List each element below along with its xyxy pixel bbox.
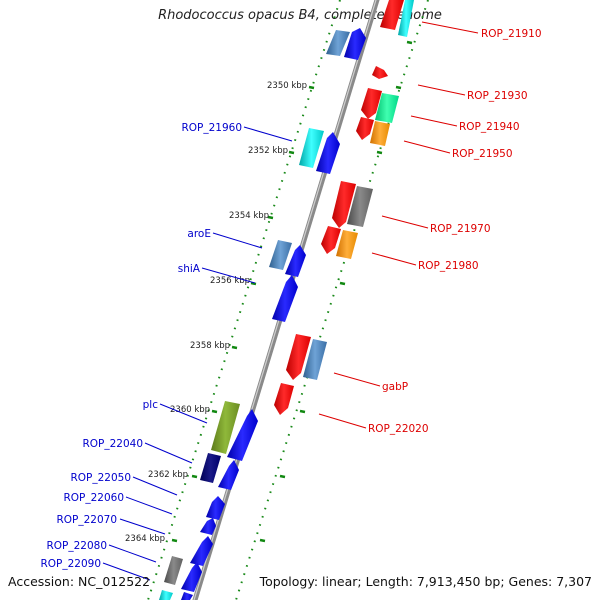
gene-arrow[interactable] bbox=[227, 409, 258, 461]
gene-label[interactable]: ROP_21980 bbox=[418, 260, 479, 272]
forward-genes bbox=[159, 28, 366, 600]
reverse-gene-labels: ROP_21910 ROP_21930 ROP_21940 ROP_21950 … bbox=[368, 28, 542, 435]
gene-arrow[interactable] bbox=[356, 117, 374, 140]
gene-arrow[interactable] bbox=[190, 536, 213, 566]
gene-arrow[interactable] bbox=[316, 132, 340, 174]
gene-arrow[interactable] bbox=[218, 460, 239, 490]
gene-arrow[interactable] bbox=[398, 0, 414, 37]
genome-summary: Topology: linear; Length: 7,913,450 bp; … bbox=[259, 574, 592, 589]
gene-arrow[interactable] bbox=[361, 88, 382, 119]
gene-arrow[interactable] bbox=[181, 592, 193, 600]
gene-arrow[interactable] bbox=[272, 275, 298, 322]
gene-label[interactable]: ROP_21930 bbox=[467, 90, 528, 102]
gene-label[interactable]: gabP bbox=[382, 381, 408, 393]
gene-arrow[interactable] bbox=[159, 590, 173, 600]
gene-label[interactable]: ROP_22020 bbox=[368, 423, 429, 435]
gene-arrow[interactable] bbox=[347, 186, 373, 227]
tick-label: 2364 kbp bbox=[125, 534, 165, 544]
forward-leader-lines bbox=[102, 126, 293, 581]
gene-label[interactable]: ROP_21910 bbox=[481, 28, 542, 40]
gene-arrow[interactable] bbox=[164, 556, 183, 585]
gene-arrow[interactable] bbox=[303, 339, 327, 380]
gene-arrow[interactable] bbox=[344, 28, 366, 60]
gene-arrow[interactable] bbox=[211, 401, 240, 454]
gene-label[interactable]: ROP_21940 bbox=[459, 121, 520, 133]
gene-arrow[interactable] bbox=[200, 518, 216, 535]
gene-label[interactable]: ROP_22070 bbox=[56, 514, 117, 526]
gene-arrow[interactable] bbox=[372, 66, 388, 79]
gene-arrow[interactable] bbox=[200, 453, 221, 483]
accession-label: Accession: NC_012522 bbox=[8, 574, 151, 589]
tick-label: 2350 kbp bbox=[267, 81, 307, 91]
tick-label: 2358 kbp bbox=[190, 341, 230, 351]
gene-label[interactable]: ROP_22080 bbox=[46, 540, 107, 552]
gene-arrow[interactable] bbox=[380, 0, 404, 30]
gene-label[interactable]: shiA bbox=[178, 263, 201, 275]
tick-labels: 2350 kbp 2352 kbp 2354 kbp 2356 kbp 2358… bbox=[125, 81, 307, 544]
gene-arrow[interactable] bbox=[269, 240, 292, 270]
gene-label[interactable]: ROP_21960 bbox=[181, 122, 242, 134]
tick-label: 2356 kbp bbox=[210, 276, 250, 286]
gene-label[interactable]: ROP_22060 bbox=[63, 492, 124, 504]
tick-label: 2362 kbp bbox=[148, 470, 188, 480]
gene-arrow[interactable] bbox=[286, 334, 311, 380]
gene-arrow[interactable] bbox=[181, 562, 202, 592]
tick-label: 2352 kbp bbox=[248, 146, 288, 156]
gene-arrow[interactable] bbox=[370, 121, 390, 146]
gene-arrow[interactable] bbox=[336, 230, 358, 259]
gene-label[interactable]: ROP_22050 bbox=[70, 472, 131, 484]
reverse-leader-lines bbox=[318, 21, 479, 429]
gene-label[interactable]: aroE bbox=[187, 228, 211, 240]
reverse-guide-line bbox=[235, 0, 429, 600]
forward-gene-labels: ROP_21960 aroE shiA plc ROP_22040 ROP_22… bbox=[40, 122, 242, 570]
gene-arrow[interactable] bbox=[375, 93, 399, 123]
gene-arrow[interactable] bbox=[274, 383, 294, 415]
gene-arrow[interactable] bbox=[206, 496, 225, 520]
gene-label[interactable]: ROP_22090 bbox=[40, 558, 101, 570]
gene-label[interactable]: ROP_21950 bbox=[452, 148, 513, 160]
tick-label: 2354 kbp bbox=[229, 211, 269, 221]
gene-label[interactable]: ROP_22040 bbox=[82, 438, 143, 450]
gene-arrow[interactable] bbox=[299, 128, 324, 168]
tick-label: 2360 kbp bbox=[170, 405, 210, 415]
gene-arrow[interactable] bbox=[326, 30, 350, 56]
gene-label[interactable]: plc bbox=[143, 399, 159, 411]
gene-label[interactable]: ROP_21970 bbox=[430, 223, 491, 235]
reverse-genes bbox=[274, 0, 414, 415]
gene-arrow[interactable] bbox=[285, 245, 306, 277]
gene-arrow[interactable] bbox=[321, 226, 341, 254]
forward-guide-line bbox=[147, 0, 341, 600]
gene-arrow[interactable] bbox=[332, 181, 356, 228]
